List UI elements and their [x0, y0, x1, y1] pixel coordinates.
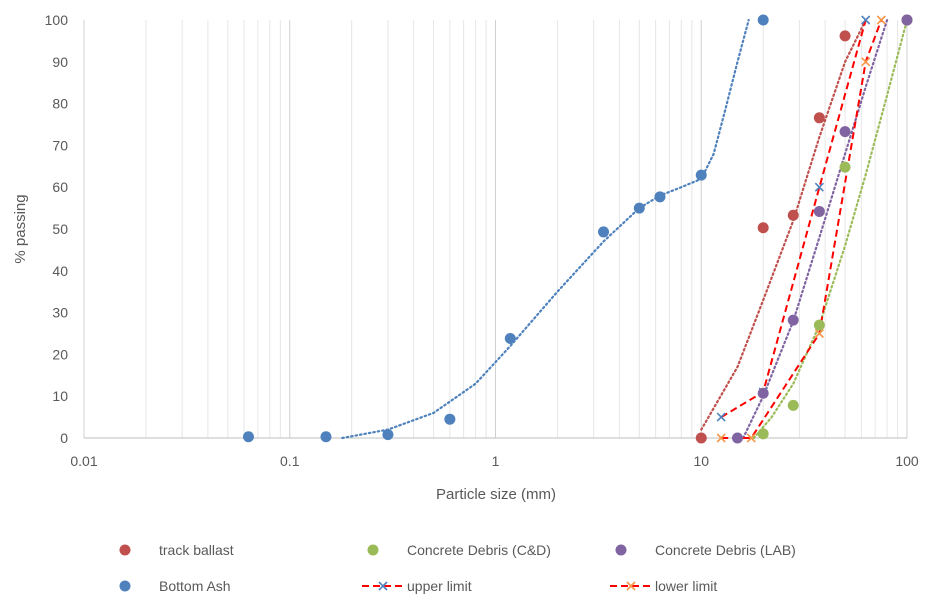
y-tick-label: 60 [52, 179, 68, 195]
data-point [731, 432, 743, 444]
y-tick-label: 20 [52, 346, 68, 362]
data-point [901, 14, 913, 26]
data-points [242, 14, 913, 444]
y-tick-label: 80 [52, 96, 68, 112]
legend-item: Bottom Ash [119, 578, 231, 594]
legend-label: track ballast [159, 542, 234, 558]
limit-line [720, 19, 867, 418]
legend-label: Bottom Ash [159, 578, 231, 594]
data-point [633, 202, 645, 214]
data-point [813, 205, 825, 217]
legend-swatch [119, 580, 131, 592]
legend-item: Concrete Debris (LAB) [615, 542, 796, 558]
legend-swatch [615, 544, 627, 556]
data-point [839, 161, 851, 173]
legend-label: upper limit [407, 578, 472, 594]
data-point [757, 428, 769, 440]
legend: track ballast Concrete Debris (C&D) Concre… [119, 542, 796, 594]
x-marker [716, 433, 726, 443]
legend-swatch [119, 544, 131, 556]
data-point [839, 30, 851, 42]
data-point [654, 191, 666, 203]
y-tick-label: 0 [60, 430, 68, 446]
x-tick-label: 0.01 [70, 453, 97, 469]
x-marker [378, 581, 388, 591]
data-point [695, 169, 707, 181]
trendline [341, 18, 750, 440]
data-point [320, 431, 332, 443]
data-point [813, 319, 825, 331]
data-point [787, 314, 799, 326]
y-axis-title: % passing [12, 194, 29, 263]
y-tick-label: 90 [52, 54, 68, 70]
data-point [504, 333, 516, 345]
x-tick-label: 1 [492, 453, 500, 469]
data-point [598, 226, 610, 238]
trendline [700, 18, 867, 431]
data-point [757, 387, 769, 399]
data-point [839, 126, 851, 138]
legend-label: Concrete Debris (LAB) [655, 542, 796, 558]
x-tick-label: 100 [895, 453, 919, 469]
x-marker [876, 15, 886, 25]
gridlines [83, 20, 908, 439]
y-tick-label: 100 [45, 12, 69, 28]
x-marker [814, 328, 824, 339]
data-point [757, 14, 769, 26]
y-tick-label: 40 [52, 263, 68, 279]
x-marker [814, 182, 824, 192]
y-tick-label: 50 [52, 221, 68, 237]
legend-item: track ballast [119, 542, 234, 558]
data-point [242, 431, 254, 443]
data-point [787, 209, 799, 221]
data-point [757, 222, 769, 234]
legend-item: upper limit [362, 578, 472, 594]
data-point [813, 112, 825, 124]
trendlines [341, 18, 909, 440]
x-marker [626, 581, 636, 591]
tick-labels: 0.01 0.1 1 10 100 0 10 20 30 40 50 60 70 80 90 100 [45, 12, 919, 469]
legend-label: lower limit [655, 578, 717, 594]
limit-line [721, 19, 883, 439]
y-tick-label: 30 [52, 305, 68, 321]
data-point [695, 432, 707, 444]
x-marker [861, 15, 871, 25]
legend-item: Concrete Debris (C&D) [367, 542, 551, 558]
x-marker [716, 412, 726, 422]
x-axis-title: Particle size (mm) [436, 486, 556, 503]
legend-item: lower limit [610, 578, 717, 594]
x-marker [746, 433, 756, 443]
x-tick-label: 0.1 [280, 453, 300, 469]
x-tick-label: 10 [693, 453, 709, 469]
limit-lines [720, 19, 883, 439]
legend-label: Concrete Debris (C&D) [407, 542, 551, 558]
data-point [382, 429, 394, 441]
legend-swatch [367, 544, 379, 556]
trendline [752, 18, 909, 440]
data-point [444, 413, 456, 425]
y-tick-label: 70 [52, 137, 68, 153]
x-marker [861, 57, 871, 67]
y-tick-label: 10 [52, 388, 68, 404]
data-point [787, 399, 799, 411]
